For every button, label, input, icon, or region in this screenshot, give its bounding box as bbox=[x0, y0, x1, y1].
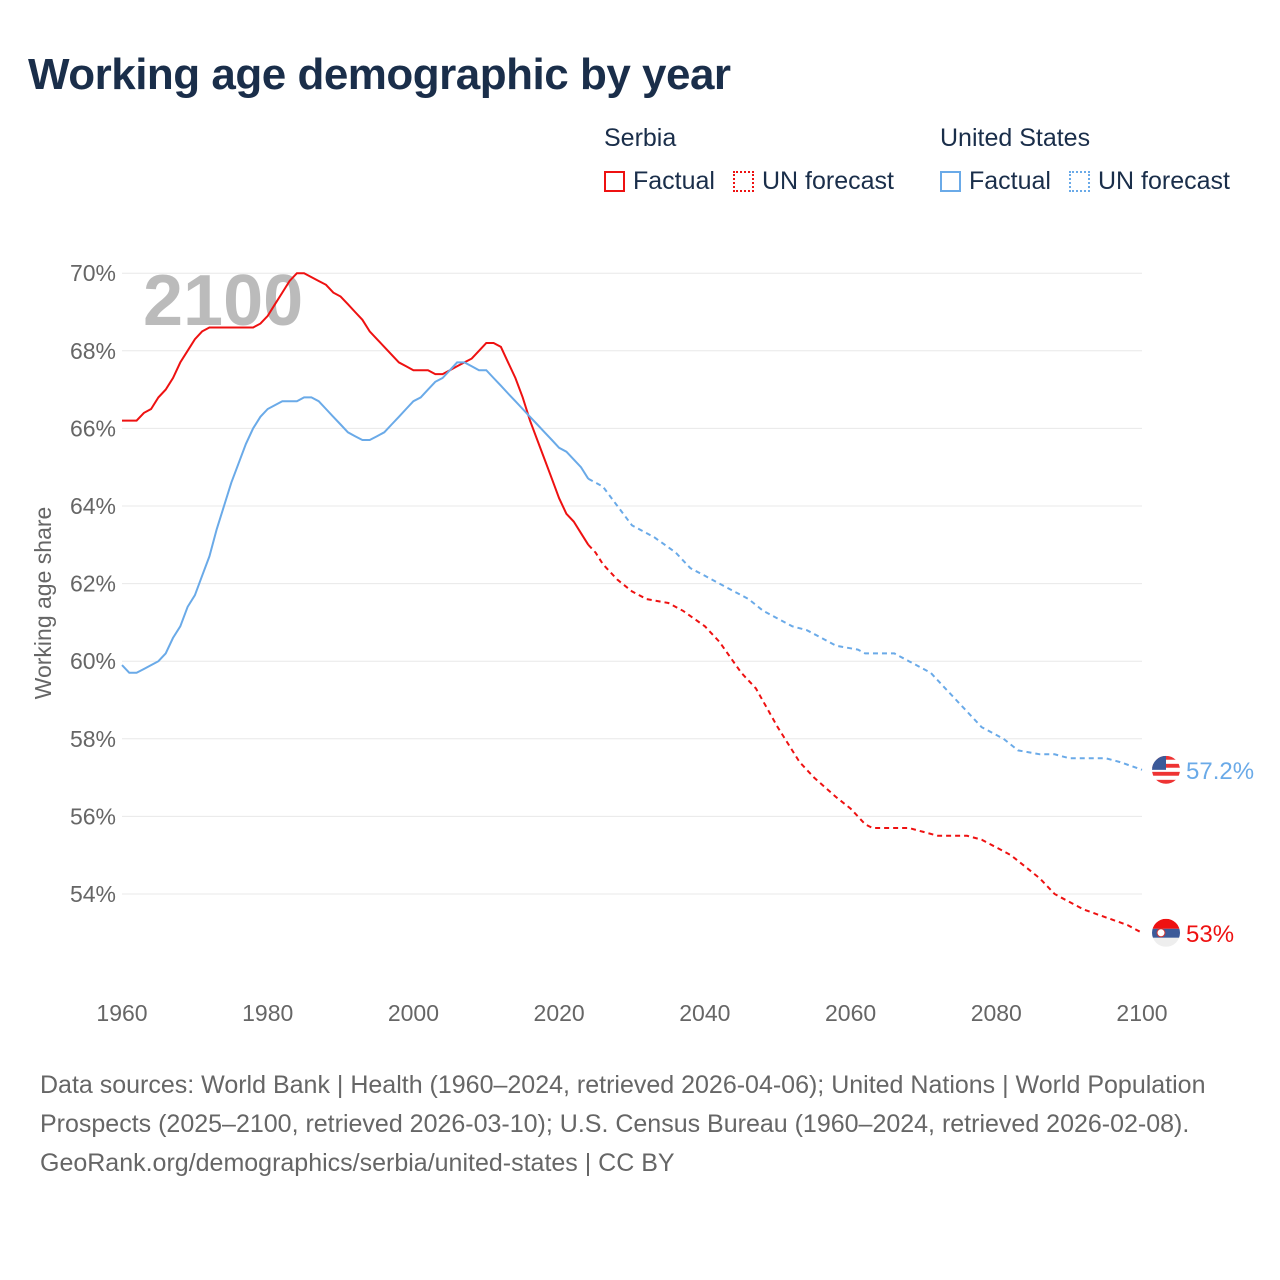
y-tick-label: 62% bbox=[70, 571, 116, 597]
legend-group-label: Serbia bbox=[604, 124, 677, 152]
united-states-factual-line[interactable] bbox=[121, 361, 590, 674]
legend-swatch-solid bbox=[604, 171, 625, 192]
y-tick-label: 66% bbox=[70, 415, 116, 441]
y-tick-label: 60% bbox=[70, 648, 116, 674]
legend-united-states: United States Factual UN forecast bbox=[940, 124, 1248, 196]
x-tick-label: 2020 bbox=[534, 1000, 585, 1026]
x-tick-label: 2080 bbox=[971, 1000, 1022, 1026]
legend-serbia-forecast[interactable]: UN forecast bbox=[732, 167, 894, 196]
serbia-end-value: 53% bbox=[1186, 921, 1234, 948]
legend-us-forecast[interactable]: UN forecast bbox=[1068, 167, 1230, 196]
legend-swatch-dotted bbox=[1068, 171, 1090, 192]
x-tick-label: 1980 bbox=[242, 1000, 293, 1026]
source-link[interactable]: GeoRank.org/demographics/serbia/united-s… bbox=[40, 1149, 675, 1177]
legend-label: UN forecast bbox=[761, 167, 894, 195]
serbia-forecast-line[interactable] bbox=[587, 544, 1143, 934]
x-tick-label: 2040 bbox=[679, 1000, 730, 1026]
legend-swatch-dotted bbox=[732, 171, 754, 192]
serbia-flag-icon bbox=[1152, 918, 1180, 947]
united-states-flag-icon bbox=[1152, 755, 1180, 784]
legend-serbia: Serbia Factual UN forecast bbox=[604, 124, 912, 196]
y-tick-label: 54% bbox=[70, 881, 116, 907]
y-tick-label: 58% bbox=[70, 726, 116, 752]
legend-swatch-solid bbox=[940, 171, 961, 192]
chart-plot: 54% 56% 58% 60% 62% 64% 66% 68% 70% 1960 1980 2000 2… bbox=[30, 260, 1254, 1026]
footer: Data sources: World Bank | Health (1960–… bbox=[40, 1066, 1240, 1183]
y-tick-label: 64% bbox=[70, 493, 116, 519]
legend-group-label: United States bbox=[940, 124, 1091, 152]
united-states-end-value: 57.2% bbox=[1186, 758, 1254, 785]
serbia-factual-line[interactable] bbox=[122, 272, 590, 546]
legend-us-factual[interactable]: Factual bbox=[940, 167, 1051, 196]
year-watermark: 2100 bbox=[143, 261, 303, 341]
y-tick-label: 56% bbox=[70, 803, 116, 829]
x-tick-label: 2100 bbox=[1116, 1000, 1167, 1026]
x-tick-label: 1960 bbox=[96, 1000, 147, 1026]
y-tick-label: 68% bbox=[70, 338, 116, 364]
united-states-forecast-line[interactable] bbox=[587, 477, 1143, 771]
x-tick-label: 2060 bbox=[825, 1000, 876, 1026]
y-tick-label: 70% bbox=[70, 260, 116, 286]
y-axis-label: Working age share bbox=[30, 507, 56, 700]
data-sources: Data sources: World Bank | Health (1960–… bbox=[40, 1071, 1206, 1138]
legend-label: Factual bbox=[969, 167, 1051, 195]
chart-title: Working age demographic by year bbox=[28, 50, 731, 99]
legend-serbia-factual[interactable]: Factual bbox=[604, 167, 715, 196]
legend-label: UN forecast bbox=[1097, 167, 1230, 195]
x-tick-label: 2000 bbox=[388, 1000, 439, 1026]
legend-label: Factual bbox=[633, 167, 715, 195]
